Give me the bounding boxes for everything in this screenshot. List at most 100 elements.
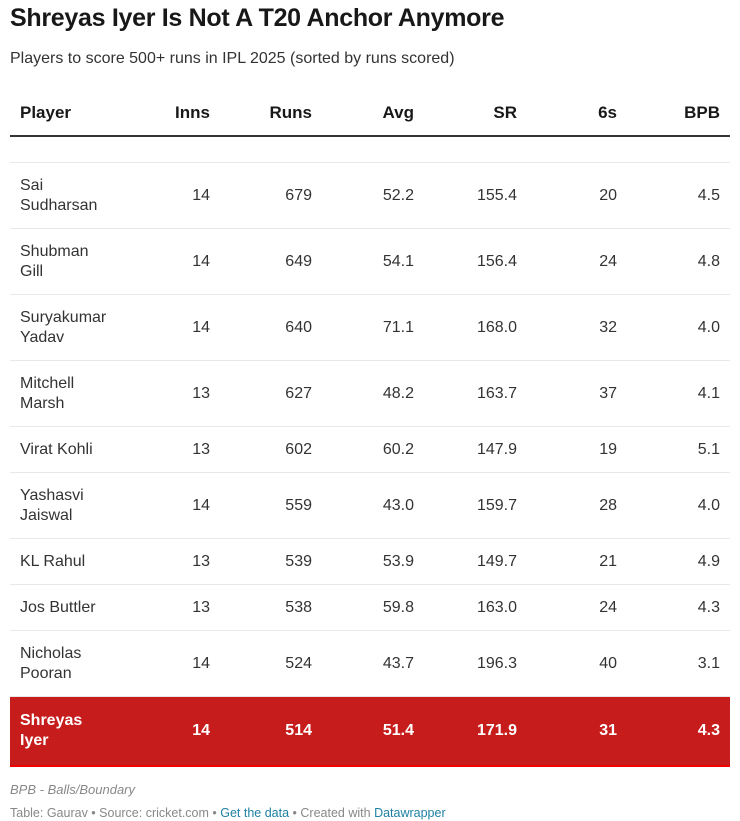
cell-sixes: 24 xyxy=(527,228,627,295)
cell-avg: 51.4 xyxy=(322,696,424,767)
table-row: Virat Kohli 13 602 60.2 147.9 19 5.1 xyxy=(10,426,730,473)
cell-bpb: 4.9 xyxy=(627,538,730,585)
table-row: Shreyas Iyer 14 514 51.4 171.9 31 4.3 xyxy=(10,696,730,767)
cell-bpb: 5.1 xyxy=(627,426,730,473)
cell-runs: 679 xyxy=(220,162,322,229)
cell-avg: 48.2 xyxy=(322,360,424,427)
cell-bpb: 4.0 xyxy=(627,472,730,539)
table-row: Shubman Gill 14 649 54.1 156.4 24 4.8 xyxy=(10,228,730,295)
table-row: Jos Buttler 13 538 59.8 163.0 24 4.3 xyxy=(10,584,730,631)
chart-title: Shreyas Iyer Is Not A T20 Anchor Anymore xyxy=(10,4,505,32)
cell-bpb: 4.8 xyxy=(627,228,730,295)
cell-sixes: 37 xyxy=(527,360,627,427)
cell-player: Mitchell Marsh xyxy=(10,360,120,427)
cell-sr: 156.4 xyxy=(424,228,527,295)
cell-player: Shreyas Iyer xyxy=(10,696,120,767)
table-row: Suryakumar Yadav 14 640 71.1 168.0 32 4.0 xyxy=(10,294,730,361)
cell-sixes: 20 xyxy=(527,162,627,229)
cell-player: Virat Kohli xyxy=(10,426,120,473)
cell-inns: 14 xyxy=(120,162,220,229)
cell-sr: 159.7 xyxy=(424,472,527,539)
cell-runs: 539 xyxy=(220,538,322,585)
separator: • xyxy=(87,806,100,820)
cell-player: Nicholas Pooran xyxy=(10,630,120,697)
cell-avg: 59.8 xyxy=(322,584,424,631)
cell-sixes: 31 xyxy=(527,696,627,767)
cell-runs: 627 xyxy=(220,360,322,427)
cell-sixes: 40 xyxy=(527,630,627,697)
get-data-link[interactable]: Get the data xyxy=(220,806,290,820)
table-row: KL Rahul 13 539 53.9 149.7 21 4.9 xyxy=(10,538,730,585)
cell-inns: 14 xyxy=(120,228,220,295)
players-table: Player Inns Runs Avg SR 6s BPB Sai Sudha… xyxy=(10,90,730,767)
cell-bpb: 4.5 xyxy=(627,162,730,229)
cell-avg: 54.1 xyxy=(322,228,424,295)
cell-inns: 14 xyxy=(120,294,220,361)
cell-sr: 149.7 xyxy=(424,538,527,585)
cell-bpb: 4.0 xyxy=(627,294,730,361)
cell-bpb: 4.3 xyxy=(627,696,730,767)
header-bpb[interactable]: BPB xyxy=(627,90,730,137)
cell-sixes: 28 xyxy=(527,472,627,539)
header-avg[interactable]: Avg xyxy=(322,90,424,137)
spacer-row xyxy=(10,136,730,163)
cell-runs: 602 xyxy=(220,426,322,473)
table-header: Player Inns Runs Avg SR 6s BPB xyxy=(10,90,730,137)
separator: • xyxy=(289,806,301,820)
header-runs[interactable]: Runs xyxy=(220,90,322,137)
header-sixes[interactable]: 6s xyxy=(527,90,627,137)
header-player[interactable]: Player xyxy=(10,90,120,137)
cell-avg: 71.1 xyxy=(322,294,424,361)
cell-runs: 559 xyxy=(220,472,322,539)
cell-inns: 14 xyxy=(120,630,220,697)
table-row: Sai Sudharsan 14 679 52.2 155.4 20 4.5 xyxy=(10,162,730,229)
datawrapper-link[interactable]: Datawrapper xyxy=(374,806,446,820)
cell-sixes: 19 xyxy=(527,426,627,473)
cell-runs: 524 xyxy=(220,630,322,697)
cell-avg: 43.7 xyxy=(322,630,424,697)
cell-runs: 649 xyxy=(220,228,322,295)
cell-bpb: 4.3 xyxy=(627,584,730,631)
footer-source: Source: cricket.com xyxy=(99,806,209,820)
cell-inns: 13 xyxy=(120,426,220,473)
cell-avg: 60.2 xyxy=(322,426,424,473)
footer: Table: Gaurav • Source: cricket.com • Ge… xyxy=(10,806,446,820)
cell-sixes: 21 xyxy=(527,538,627,585)
cell-sr: 163.7 xyxy=(424,360,527,427)
table-row: Nicholas Pooran 14 524 43.7 196.3 40 3.1 xyxy=(10,630,730,697)
cell-sr: 196.3 xyxy=(424,630,527,697)
cell-player: Yashasvi Jaiswal xyxy=(10,472,120,539)
chart-subtitle: Players to score 500+ runs in IPL 2025 (… xyxy=(10,50,455,67)
footer-created: Created with xyxy=(300,806,371,820)
cell-inns: 13 xyxy=(120,360,220,427)
cell-avg: 53.9 xyxy=(322,538,424,585)
cell-player: Suryakumar Yadav xyxy=(10,294,120,361)
cell-player: Jos Buttler xyxy=(10,584,120,631)
cell-player: Sai Sudharsan xyxy=(10,162,120,229)
notes: BPB - Balls/Boundary xyxy=(10,782,136,797)
cell-avg: 43.0 xyxy=(322,472,424,539)
cell-runs: 538 xyxy=(220,584,322,631)
cell-player: Shubman Gill xyxy=(10,228,120,295)
footer-byline: Table: Gaurav xyxy=(10,806,88,820)
cell-avg: 52.2 xyxy=(322,162,424,229)
cell-runs: 514 xyxy=(220,696,322,767)
cell-bpb: 4.1 xyxy=(627,360,730,427)
cell-player: KL Rahul xyxy=(10,538,120,585)
cell-inns: 13 xyxy=(120,538,220,585)
cell-bpb: 3.1 xyxy=(627,630,730,697)
cell-runs: 640 xyxy=(220,294,322,361)
header-sr[interactable]: SR xyxy=(424,90,527,137)
cell-sixes: 32 xyxy=(527,294,627,361)
header-inns[interactable]: Inns xyxy=(120,90,220,137)
cell-inns: 14 xyxy=(120,696,220,767)
cell-inns: 14 xyxy=(120,472,220,539)
cell-sr: 168.0 xyxy=(424,294,527,361)
separator: • xyxy=(208,806,221,820)
cell-sixes: 24 xyxy=(527,584,627,631)
table-row: Mitchell Marsh 13 627 48.2 163.7 37 4.1 xyxy=(10,360,730,427)
table-row: Yashasvi Jaiswal 14 559 43.0 159.7 28 4.0 xyxy=(10,472,730,539)
cell-sr: 147.9 xyxy=(424,426,527,473)
cell-inns: 13 xyxy=(120,584,220,631)
cell-sr: 171.9 xyxy=(424,696,527,767)
